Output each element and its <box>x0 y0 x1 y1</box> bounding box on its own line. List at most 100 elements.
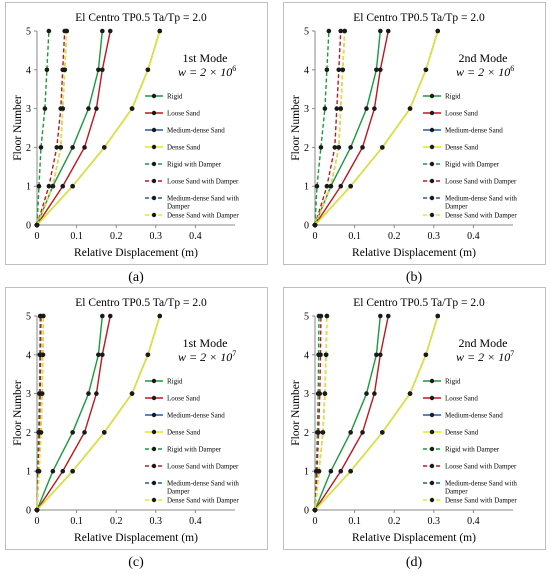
legend-label: Dense Sand with Damper <box>445 497 517 505</box>
data-point <box>157 28 163 34</box>
legend-item: Dense Sand <box>423 429 479 437</box>
data-point <box>338 106 344 111</box>
panel-frame <box>283 2 546 265</box>
legend-item: Medium-dense Sand <box>423 412 503 420</box>
omega-annotation-exponent: 6 <box>510 64 514 73</box>
data-point <box>380 145 385 150</box>
data-point <box>107 313 113 319</box>
x-tick-label: 0.1 <box>70 231 83 242</box>
legend-item: Loose Sand <box>145 110 200 118</box>
y-axis-label: Floor Number <box>290 95 302 161</box>
legend-label: Rigid <box>167 93 183 101</box>
data-point <box>100 352 105 358</box>
legend-label-line: Damper <box>445 203 468 211</box>
y-tick-label: 5 <box>304 312 309 323</box>
y-tick-label: 1 <box>304 467 309 478</box>
legend-item: Dense Sand with Damper <box>423 497 517 505</box>
legend-label: Loose Sand with Damper <box>445 178 517 186</box>
legend-item: Medium-dense Sand with Damper <box>145 480 239 496</box>
data-point <box>145 67 151 73</box>
data-point <box>336 145 342 150</box>
legend-label: Dense Sand <box>167 429 201 437</box>
legend-marker <box>151 110 157 116</box>
legend-marker <box>151 463 157 469</box>
legend-item: Medium-dense Sand <box>145 127 225 135</box>
legend-item: Rigid with Damper <box>145 446 222 454</box>
legend-label: Dense Sand <box>167 144 201 152</box>
x-axis-label: Relative Displacement (m) <box>352 532 476 544</box>
series-line <box>36 30 111 226</box>
legend-label: Medium-dense Sand with Damper <box>445 480 517 496</box>
y-axis-label: Floor Number <box>12 380 24 446</box>
data-point <box>107 28 113 34</box>
legend-label: Loose Sand with Damper <box>167 463 239 471</box>
data-point <box>40 352 46 358</box>
legend-item: Medium-dense Sand with Damper <box>145 195 239 211</box>
panel-b: 0 1 2 3 4 5 0 0.1 0.2 0.3 0.4 El Centro TP0.5 Ta/Tp… <box>283 2 546 265</box>
legend-marker <box>151 395 157 401</box>
legend-item: Medium-dense Sand <box>145 412 225 420</box>
data-point <box>70 145 75 150</box>
legend-item: Dense Sand <box>423 144 479 152</box>
data-point <box>62 67 68 73</box>
data-point <box>96 352 101 358</box>
y-tick-label: 3 <box>304 104 309 115</box>
data-point <box>423 67 429 73</box>
legend-item: Dense Sand <box>145 429 201 437</box>
data-point <box>70 430 75 435</box>
legend-label: Dense Sand with Damper <box>167 212 239 220</box>
legend-label: Rigid with Damper <box>445 446 500 454</box>
legend-label: Rigid with Damper <box>167 446 222 454</box>
x-tick-label: 0 <box>313 516 318 527</box>
data-point <box>312 222 318 228</box>
legend-label: Medium-dense Sand <box>167 412 225 420</box>
omega-annotation-exponent: 7 <box>510 349 514 358</box>
series-line <box>36 315 161 511</box>
panel-d: 0 1 2 3 4 5 0 0.1 0.2 0.3 0.4 El Centro TP0.5 Ta/Tp… <box>283 287 546 550</box>
y-tick-label: 5 <box>26 27 31 38</box>
y-tick-label: 0 <box>304 506 309 517</box>
data-point <box>348 430 353 435</box>
legend-marker <box>429 195 435 201</box>
data-point <box>38 430 44 435</box>
legend-label-line: Medium-dense Sand with <box>167 480 239 488</box>
omega-annotation-text: w = 2 × 10 <box>178 65 232 79</box>
data-point <box>334 106 340 111</box>
chart-title: El Centro TP0.5 Ta/Tp = 2.0 <box>75 12 207 24</box>
series-line <box>314 315 328 511</box>
x-tick-label: 0.1 <box>70 516 83 527</box>
omega-annotation-exponent: 6 <box>232 64 236 73</box>
legend-marker <box>429 412 435 418</box>
data-point <box>378 28 383 34</box>
data-point <box>58 145 64 150</box>
legend-marker <box>429 497 435 503</box>
legend-label-line: Medium-dense Sand with <box>445 195 517 203</box>
legend-item: Rigid with Damper <box>423 446 500 454</box>
legend-marker <box>429 127 435 133</box>
data-point <box>70 468 75 474</box>
data-point <box>338 183 344 189</box>
data-point <box>324 67 330 73</box>
y-tick-label: 2 <box>304 143 309 154</box>
data-point <box>380 430 385 435</box>
legend-marker <box>151 161 157 167</box>
legend-label: Medium-dense Sand with Damper <box>445 195 517 211</box>
panel-c: 0 1 2 3 4 5 0 0.1 0.2 0.3 0.4 El Centro TP0.5 Ta/Tp… <box>5 287 268 550</box>
data-point <box>102 145 107 150</box>
data-point <box>342 28 347 34</box>
panel-caption: (b) <box>406 270 423 285</box>
legend-label: Rigid <box>445 378 461 386</box>
y-tick-label: 1 <box>26 182 31 193</box>
omega-annotation-exponent: 7 <box>232 349 236 358</box>
legend-marker <box>429 463 435 469</box>
y-tick-label: 0 <box>26 506 31 517</box>
legend-marker <box>151 127 157 133</box>
legend-item: Rigid with Damper <box>145 161 222 169</box>
legend-marker <box>151 429 157 435</box>
series-dense-sand <box>34 28 163 228</box>
data-point <box>82 430 87 435</box>
x-tick-label: 0 <box>35 516 40 527</box>
data-point <box>100 28 105 34</box>
legend-marker <box>151 93 157 99</box>
